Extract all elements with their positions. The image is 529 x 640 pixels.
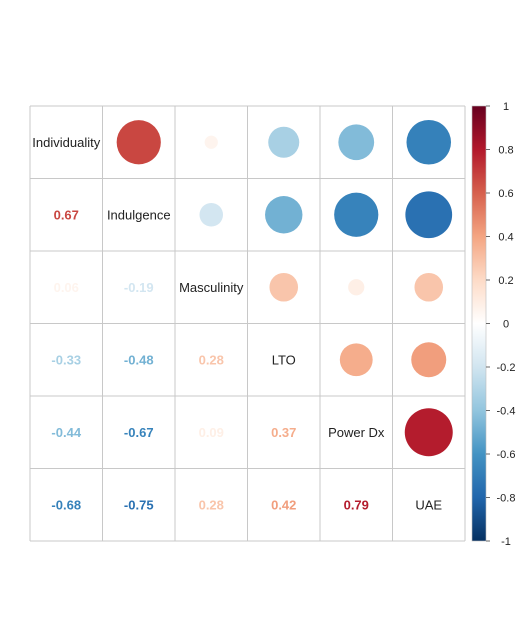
matrix-cell — [247, 323, 320, 396]
colorbar-tick-label: 0.4 — [498, 232, 513, 244]
correlation-circle — [405, 191, 453, 239]
correlation-value: 0.28 — [199, 352, 224, 367]
matrix-cell — [30, 468, 103, 541]
matrix-cell — [175, 323, 248, 396]
matrix-grid — [29, 105, 466, 542]
correlation-circle — [265, 196, 303, 234]
matrix-cell — [247, 468, 320, 541]
matrix-cell — [175, 468, 248, 541]
correlation-value: 0.06 — [54, 280, 79, 295]
correlation-value: 0.79 — [344, 497, 369, 512]
correlation-circle — [404, 408, 453, 457]
correlation-value: -0.19 — [124, 280, 154, 295]
correlation-circle — [116, 120, 161, 165]
matrix-cell — [30, 106, 103, 179]
correlation-circle — [199, 202, 224, 227]
colorbar-tick-label: 0.6 — [498, 188, 513, 200]
correlation-circle — [204, 135, 218, 149]
correlation-value: -0.48 — [124, 352, 154, 367]
colorbar-bar — [471, 105, 487, 542]
colorbar-tick-label: -0.4 — [497, 406, 516, 418]
correlation-circle — [338, 124, 375, 161]
correlation-value: -0.75 — [124, 497, 154, 512]
correlation-circle — [406, 119, 452, 165]
colorbar-tick-label: -0.2 — [497, 362, 516, 374]
matrix-cells — [30, 106, 465, 541]
correlation-circle — [414, 272, 444, 302]
variable-label: Power Dx — [328, 425, 385, 440]
correlation-circle — [334, 192, 379, 237]
matrix-cell — [175, 251, 248, 324]
colorbar-tick-label: -0.8 — [497, 493, 516, 505]
matrix-marks: Individuality 0.67 Indulgence 0.06 -0.19 Masc… — [32, 119, 453, 512]
correlation-value: -0.67 — [124, 425, 154, 440]
correlation-circle — [339, 343, 373, 377]
matrix-cell — [320, 468, 393, 541]
colorbar-tick-label: 1 — [503, 101, 509, 113]
matrix-cell — [320, 396, 393, 469]
matrix-cell — [175, 396, 248, 469]
matrix-cell — [30, 396, 103, 469]
correlation-value: 0.67 — [54, 207, 79, 222]
matrix-cell — [30, 323, 103, 396]
correlation-circle — [348, 279, 365, 296]
correlation-circle — [268, 126, 300, 158]
colorbar-tick-label: -1 — [501, 536, 511, 548]
correlation-circle — [411, 342, 447, 378]
variable-label: Individuality — [32, 135, 100, 150]
matrix-cell — [102, 396, 175, 469]
matrix-cell — [247, 396, 320, 469]
correlation-value: 0.37 — [271, 425, 296, 440]
variable-label: LTO — [272, 352, 296, 367]
correlation-value: 0.09 — [199, 425, 224, 440]
colorbar-tick-label: 0.8 — [498, 145, 513, 157]
correlation-value: -0.68 — [51, 497, 81, 512]
matrix-cell — [102, 323, 175, 396]
variable-label: UAE — [415, 497, 442, 512]
colorbar-legend: 1 0.8 0.6 0.4 0.2 0 -0.2 -0.4 -0.6 -0.8 -1 — [471, 101, 516, 548]
variable-label: Indulgence — [107, 207, 171, 222]
correlation-value: -0.33 — [51, 352, 81, 367]
matrix-cell — [30, 178, 103, 251]
colorbar-tick-label: -0.6 — [497, 449, 516, 461]
correlation-value: 0.28 — [199, 497, 224, 512]
variable-label: Masculinity — [179, 280, 244, 295]
correlation-value: 0.42 — [271, 497, 296, 512]
matrix-cell — [392, 468, 465, 541]
matrix-cell — [102, 251, 175, 324]
matrix-cell — [30, 251, 103, 324]
matrix-cell — [102, 468, 175, 541]
correlation-value: -0.44 — [51, 425, 81, 440]
correlation-circle — [269, 272, 299, 302]
colorbar-tick-label: 0.2 — [498, 275, 513, 287]
matrix-cell — [102, 178, 175, 251]
colorbar-tick-label: 0 — [503, 319, 509, 331]
